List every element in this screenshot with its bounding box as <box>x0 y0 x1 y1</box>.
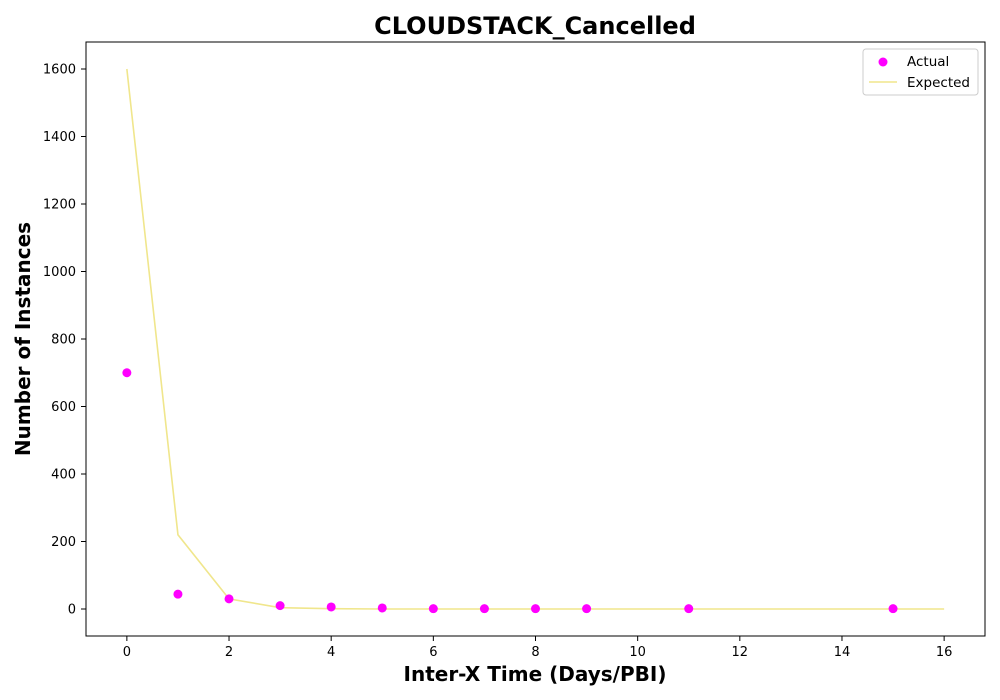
legend-expected-label: Expected <box>907 75 970 91</box>
expected-series-line <box>126 68 945 610</box>
chart-title: CLOUDSTACK_Cancelled <box>374 12 696 40</box>
plot-area <box>85 41 986 637</box>
y-axis: 0 200 400 600 800 1000 1200 1400 1600 <box>43 63 86 618</box>
legend-actual-marker <box>878 57 888 67</box>
y-tick-label: 1400 <box>43 130 76 145</box>
actual-data-point <box>888 604 898 614</box>
y-tick-label: 0 <box>68 603 76 618</box>
x-tick-label: 0 <box>123 645 131 660</box>
x-tick-label: 2 <box>225 645 233 660</box>
legend: Actual Expected <box>862 48 979 96</box>
legend-actual-label: Actual <box>907 54 949 70</box>
x-tick-label: 16 <box>936 645 953 660</box>
x-tick-label: 6 <box>429 645 437 660</box>
legend-box <box>862 48 979 96</box>
x-tick-label: 8 <box>531 645 539 660</box>
x-tick-label: 4 <box>327 645 335 660</box>
x-tick-label: 14 <box>834 645 851 660</box>
actual-data-point <box>122 368 132 378</box>
y-tick-label: 1200 <box>43 198 76 213</box>
actual-data-point <box>275 601 285 611</box>
y-tick-label: 200 <box>51 535 76 550</box>
series-layer <box>122 68 945 614</box>
y-axis-label: Number of Instances <box>11 222 35 456</box>
x-tick-label: 10 <box>629 645 646 660</box>
actual-data-point <box>224 594 234 604</box>
actual-data-point <box>377 603 387 613</box>
y-tick-label: 1600 <box>43 63 76 78</box>
y-tick-label: 600 <box>51 400 76 415</box>
actual-data-point <box>479 604 489 614</box>
y-tick-label: 1000 <box>43 265 76 280</box>
x-tick-label: 12 <box>732 645 749 660</box>
y-tick-label: 800 <box>51 333 76 348</box>
actual-data-point <box>684 604 694 614</box>
actual-data-point <box>326 602 336 612</box>
actual-data-point <box>531 604 540 614</box>
actual-data-point <box>428 604 438 614</box>
y-tick-label: 400 <box>51 468 76 483</box>
x-axis-label: Inter-X Time (Days/PBI) <box>404 662 667 686</box>
actual-data-point <box>173 589 183 599</box>
x-axis: 0 2 4 6 8 10 12 14 16 <box>123 636 953 660</box>
actual-data-point <box>582 604 592 614</box>
